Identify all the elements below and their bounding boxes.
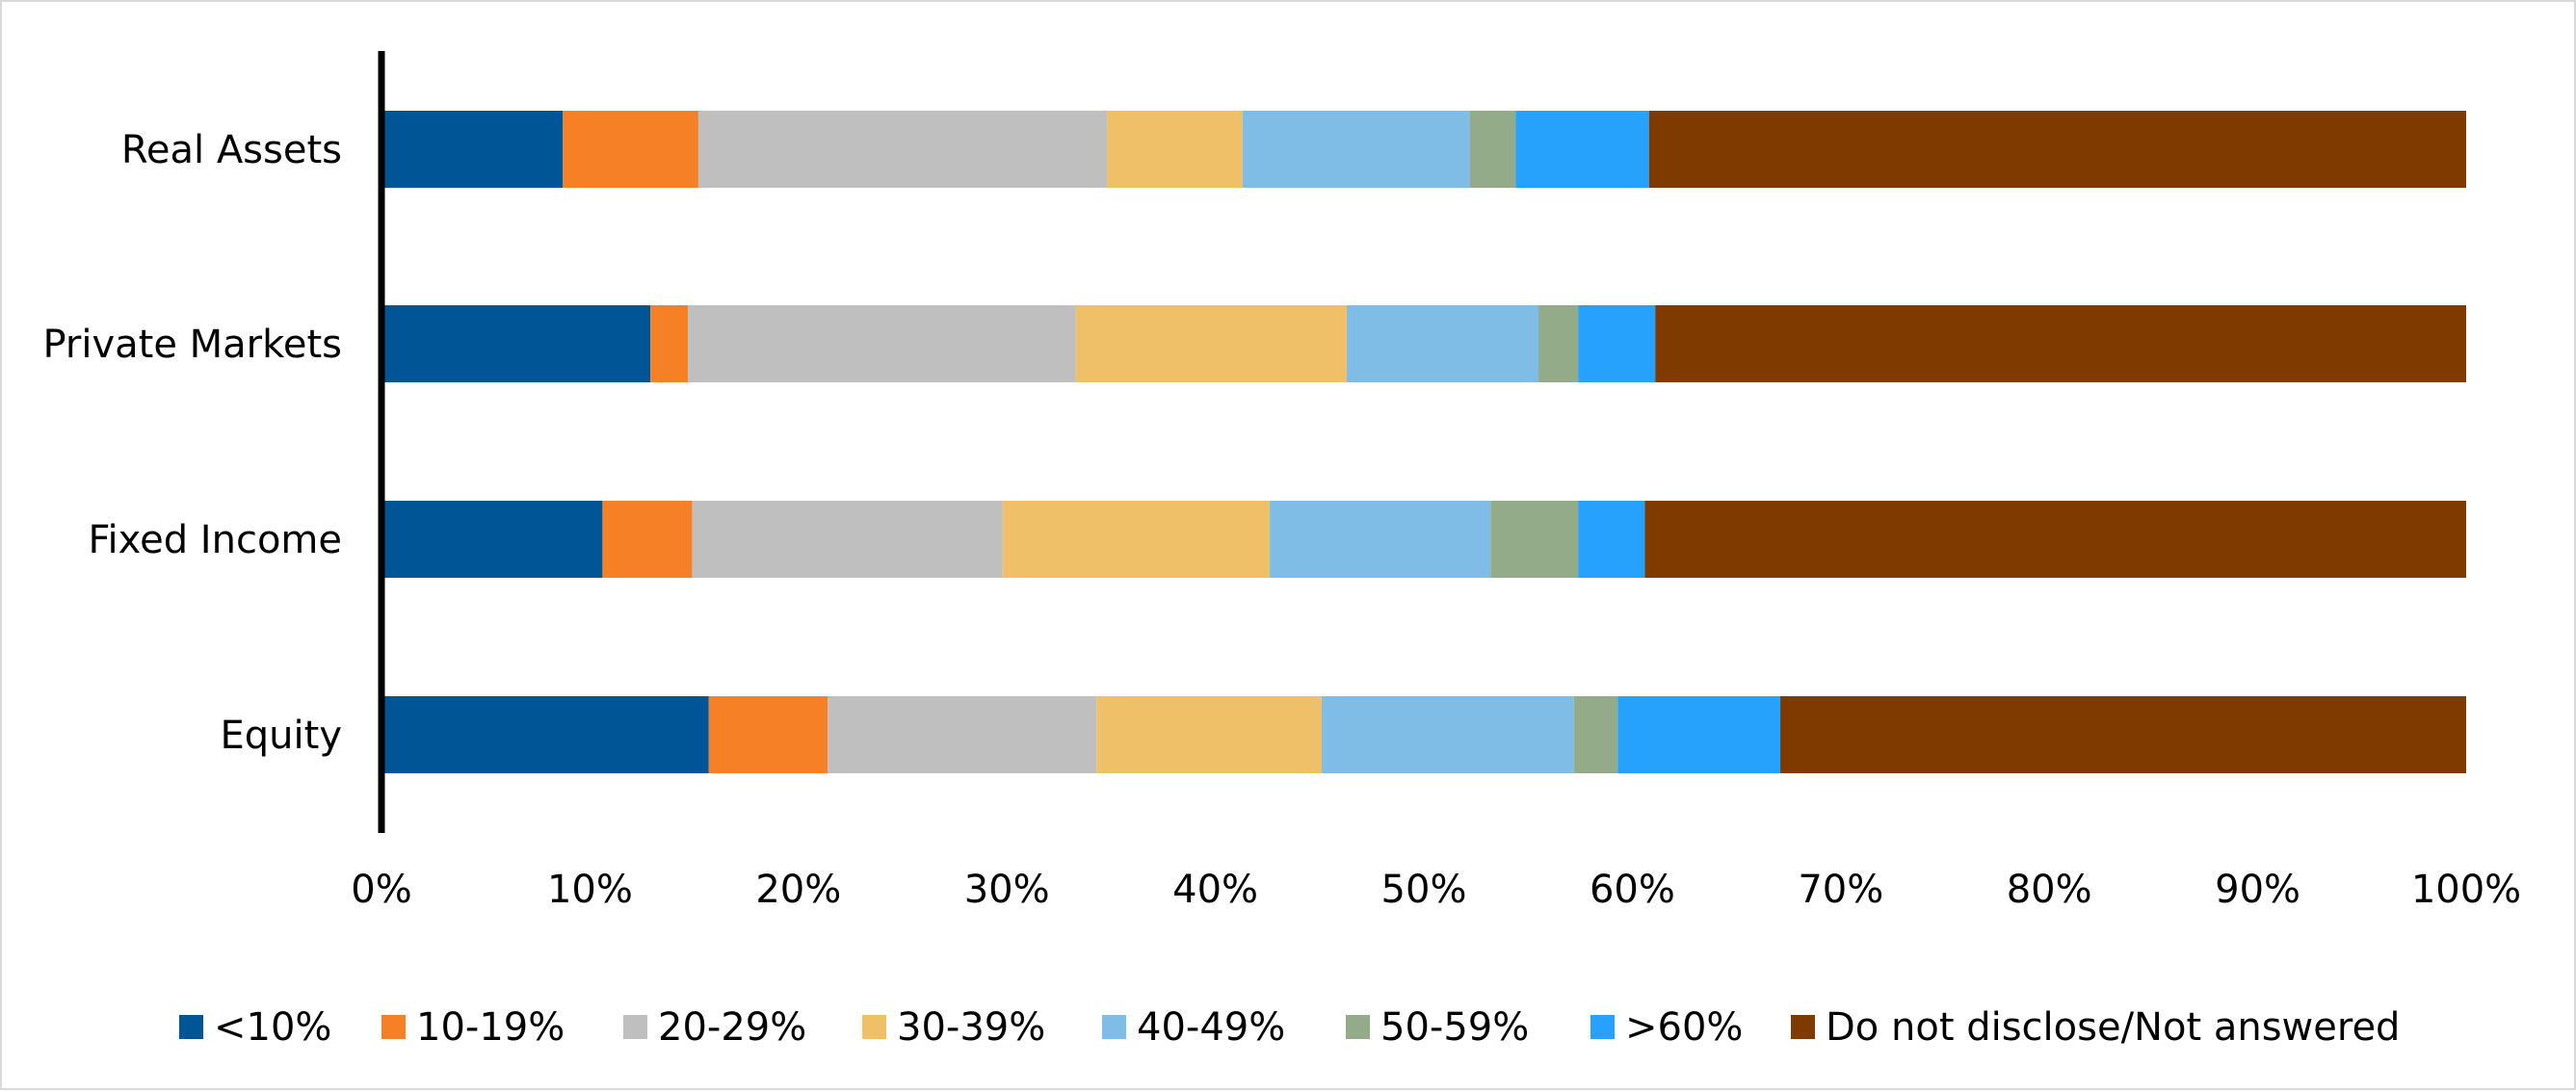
bar-segment-real-assets-6 [1515,111,1649,188]
legend-swatch [1346,1015,1370,1039]
x-tick-label: 30% [964,868,1050,912]
bar-segment-real-assets-4 [1242,111,1470,188]
category-label: Equity [221,714,342,758]
x-tick-label: 10% [547,868,633,912]
bar-segment-equity-7 [1780,696,2466,773]
legend-label: 10-19% [416,1005,565,1050]
x-tick-label: 20% [755,868,841,912]
x-tick-label: 60% [1590,868,1675,912]
x-tick-label: 50% [1381,868,1467,912]
bar-segment-private-markets-6 [1578,305,1656,382]
bar-segment-equity-5 [1573,696,1618,773]
bar-segment-fixed-income-4 [1269,501,1491,578]
bar-segment-fixed-income-3 [1002,501,1270,578]
category-label: Real Assets [121,128,342,172]
bar-segment-equity-4 [1321,696,1574,773]
legend-swatch [1791,1015,1815,1039]
legend-label: 50-59% [1380,1005,1529,1050]
bar-segment-private-markets-4 [1346,305,1539,382]
legend-swatch [381,1015,406,1039]
legend-label: >60% [1625,1005,1743,1050]
x-tick-label: 70% [1798,868,1883,912]
x-tick-label: 100% [2411,868,2521,912]
bar-segment-fixed-income-7 [1644,501,2466,578]
x-tick-label: 90% [2215,868,2300,912]
bar-segment-private-markets-2 [688,305,1076,382]
category-label: Private Markets [42,323,342,367]
bar-segment-equity-6 [1617,696,1781,773]
legend-swatch [1590,1015,1615,1039]
bar-segment-real-assets-2 [697,111,1108,188]
bar-segment-private-markets-3 [1075,305,1347,382]
bar-segment-real-assets-7 [1648,111,2466,188]
legend-swatch [623,1015,647,1039]
bar-segment-fixed-income-2 [692,501,1003,578]
legend-label: Do not disclose/Not answered [1826,1005,2400,1050]
legend-label: 40-49% [1137,1005,1285,1050]
legend-swatch [862,1015,886,1039]
bar-segment-private-markets-1 [650,305,689,382]
legend-swatch [1102,1015,1126,1039]
x-tick-label: 0% [351,868,411,912]
category-label: Fixed Income [88,518,342,562]
bar-segment-fixed-income-5 [1490,501,1579,578]
bar-segment-equity-1 [708,696,828,773]
bar-segment-equity-2 [828,696,1097,773]
legend-swatch [179,1015,203,1039]
bar-segment-fixed-income-1 [602,501,693,578]
legend-label: 20-29% [658,1005,806,1050]
bar-segment-real-assets-5 [1469,111,1516,188]
bar-segment-equity-3 [1096,696,1322,773]
x-tick-label: 80% [2007,868,2092,912]
bar-segment-private-markets-0 [381,305,651,382]
bar-segment-private-markets-7 [1655,305,2466,382]
bar-segment-real-assets-1 [563,111,698,188]
bar-segment-fixed-income-6 [1578,501,1645,578]
bar-segment-fixed-income-0 [381,501,603,578]
bar-segment-real-assets-0 [381,111,564,188]
bar-segment-equity-0 [381,696,709,773]
legend-label: <10% [214,1005,331,1050]
bar-segment-private-markets-5 [1538,305,1579,382]
x-tick-label: 40% [1172,868,1258,912]
bar-segment-real-assets-3 [1107,111,1243,188]
legend-label: 30-39% [897,1005,1045,1050]
